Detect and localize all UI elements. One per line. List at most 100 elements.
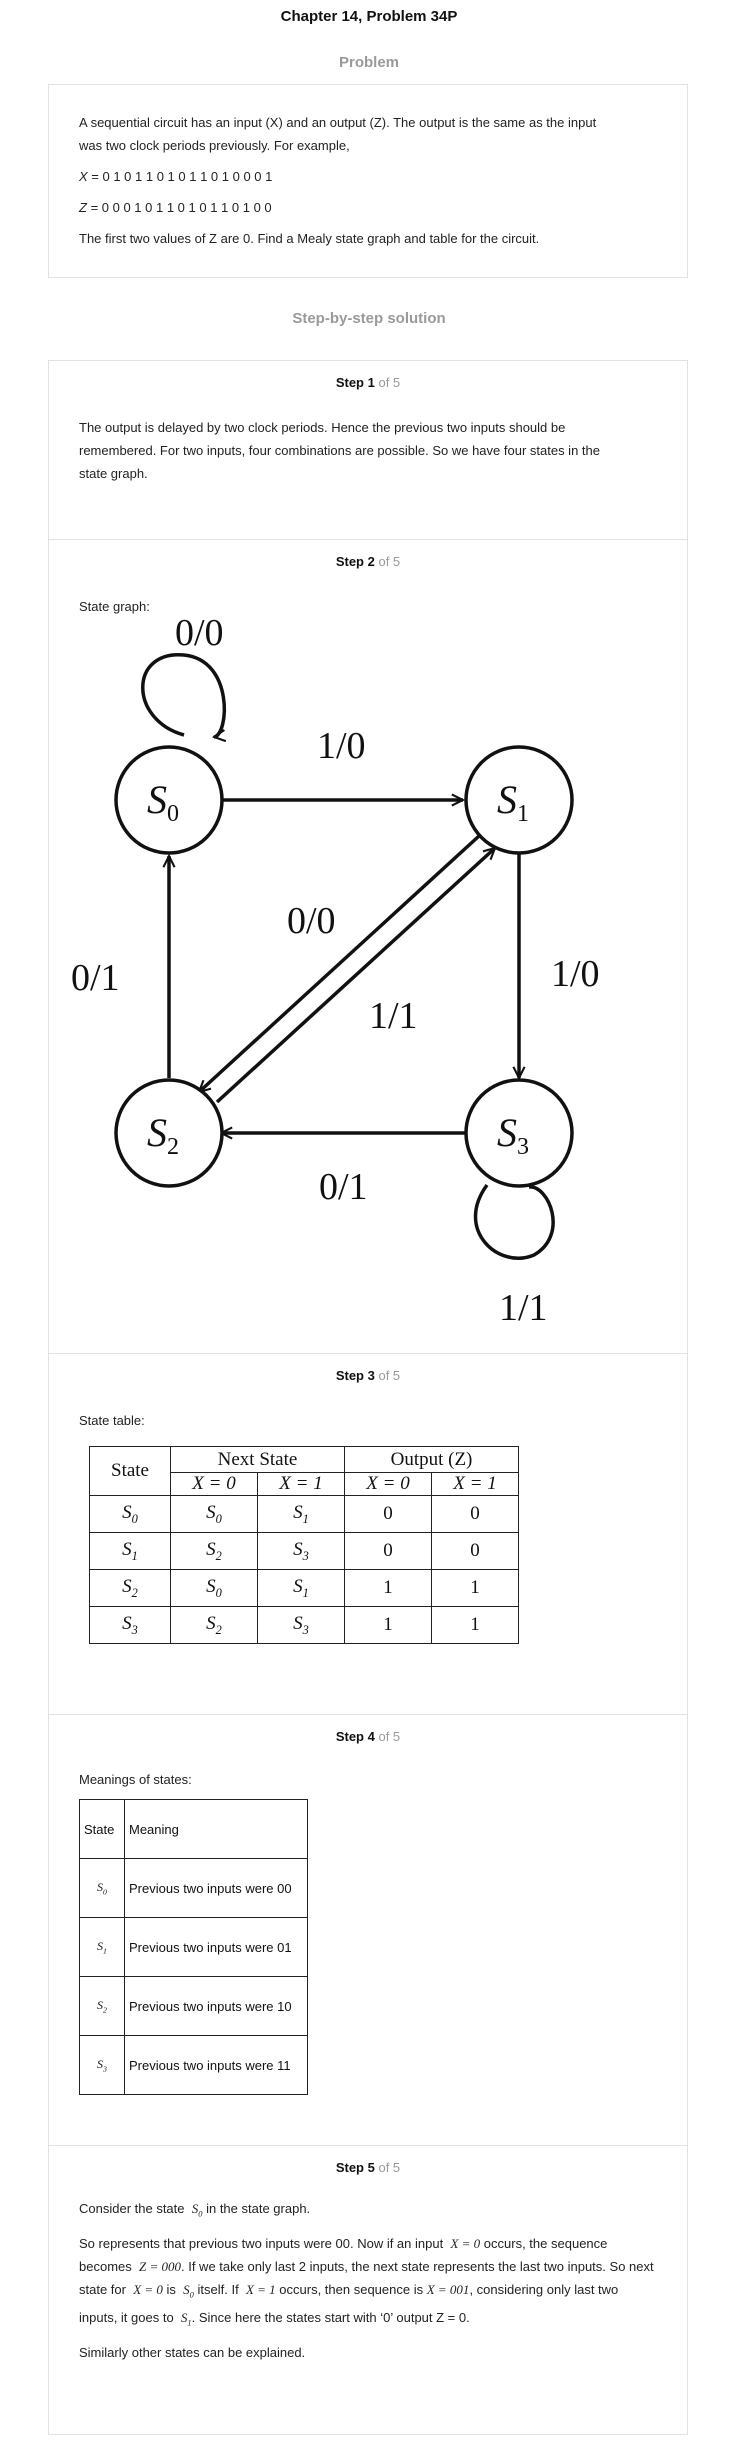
step-2-intro: State graph: [79, 599, 150, 614]
z-sequence-values: = 0 0 0 1 0 1 1 0 1 0 1 1 0 1 0 0 [90, 200, 272, 215]
state-table-sub-out-x1: X = 1 [431, 1472, 519, 1496]
step-3-of: of 5 [378, 1368, 401, 1383]
problem-card: A sequential circuit has an input (X) an… [48, 84, 688, 278]
next-state-x1-cell: S3 [257, 1532, 345, 1570]
step-4-of: of 5 [378, 1729, 401, 1744]
state-cell: S2 [89, 1569, 171, 1607]
step-1-card: Step 1 of 5 The output is delayed by two… [48, 360, 688, 540]
transition-label-s3-s3: 1/1 [499, 1287, 548, 1329]
step-1-line1: The output is delayed by two clock perio… [79, 420, 566, 435]
math-s0: S0 [191, 2201, 203, 2219]
table-row: S0 S0 S1 0 0 [89, 1495, 519, 1533]
table-row: S0 Previous two inputs were 00 [79, 1858, 308, 1918]
state-graph: S0 S1 S2 S3 0/0 1/0 0/0 1/0 0/1 1/1 0/1 … [71, 612, 600, 1329]
next-state-x0-cell: S0 [170, 1569, 258, 1607]
next-state-x1-cell: S3 [257, 1606, 345, 1644]
transition-label-s2-s0: 0/1 [71, 957, 120, 999]
state-table-sub-out-x0: X = 0 [344, 1472, 432, 1496]
edge-s1-s2 [199, 834, 481, 1092]
step-5-para2-b: occurs, the [483, 2235, 548, 2251]
step-5-para2: So represents that previous two inputs w… [79, 2232, 657, 2335]
state-table-col-next: Next State [170, 1446, 345, 1473]
step-5-para2-f: is [166, 2281, 176, 2297]
step-5-para2-j: . Since here the states start with ‘0’ [191, 2310, 393, 2326]
table-row: S2 Previous two inputs were 10 [79, 1976, 308, 2036]
problem-text-line2: was two clock periods previously. For ex… [79, 138, 350, 153]
meanings-col-state: State [79, 1799, 125, 1859]
step-1-line2: remembered. For two inputs, four combina… [79, 443, 600, 458]
table-row: S1 Previous two inputs were 01 [79, 1917, 308, 1977]
state-table-col-output: Output (Z) [344, 1446, 519, 1473]
problem-text-line1: A sequential circuit has an input (X) an… [79, 115, 597, 130]
state-s2 [114, 1078, 224, 1188]
meanings-col-meaning: Meaning [124, 1799, 308, 1859]
problem-heading: Problem [338, 54, 399, 71]
math-s0-b: S0 [183, 2281, 194, 2300]
next-state-x0-cell: S0 [170, 1495, 258, 1533]
table-row: S2 S0 S1 1 1 [89, 1569, 519, 1607]
step-5-para2-e: two inputs. So next state for [79, 2258, 654, 2297]
step-1-label: Step 1 [335, 375, 375, 390]
state-table-sub-next-x0: X = 0 [170, 1472, 258, 1496]
next-state-x1-cell: S1 [257, 1495, 345, 1533]
step-5-para1-post: in the state graph. [206, 2201, 311, 2216]
table-row: S3 S2 S3 1 1 [89, 1606, 519, 1644]
step-5-para2-a: So represents that previous two inputs w… [79, 2235, 444, 2251]
state-cell: S3 [89, 1606, 171, 1644]
transition-label-s1-s3: 1/0 [551, 953, 600, 995]
output-x1-cell: 1 [431, 1606, 519, 1644]
state-s0 [114, 745, 224, 855]
step-2-header: Step 2 of 5 [79, 554, 657, 569]
step-3-label: Step 3 [335, 1368, 375, 1383]
step-5-para3: Similarly other states can be explained. [79, 2344, 306, 2360]
meaning-cell: Previous two inputs were 11 [124, 2035, 308, 2095]
output-x0-cell: 0 [344, 1532, 432, 1570]
meanings-table: State Meaning S0 Previous two inputs wer… [79, 1799, 308, 2095]
state-s3 [464, 1078, 574, 1188]
self-loop-s0 [141, 653, 225, 737]
step-2-of: of 5 [378, 554, 401, 569]
step-4-card: Step 4 of 5 Meanings of states: State Me… [48, 1714, 688, 2146]
meaning-cell: Previous two inputs were 01 [124, 1917, 308, 1977]
step-5-para2-k: output Z = 0. [396, 2310, 470, 2326]
step-1-of: of 5 [378, 375, 401, 390]
output-x1-cell: 0 [431, 1532, 519, 1570]
math-x-eq-001: X = 001 [426, 2281, 470, 2297]
step-5-card: Step 5 of 5 Consider the state S0 in the… [48, 2145, 688, 2435]
math-z-eq-000: Z = 000 [138, 2258, 181, 2274]
step-5-header: Step 5 of 5 [79, 2160, 657, 2175]
state-cell: S1 [89, 1532, 171, 1570]
step-5-para2-g: itself. If [197, 2281, 239, 2297]
step-5-para2-i: , considering only last two inputs, it g… [79, 2281, 619, 2326]
transition-label-s0-s0: 0/0 [175, 612, 224, 654]
meaning-state-cell: S2 [79, 1976, 125, 2036]
step-5-para1-pre: Consider the state [79, 2201, 185, 2216]
next-state-x1-cell: S1 [257, 1569, 345, 1607]
step-4-header: Step 4 of 5 [79, 1729, 657, 1744]
step-1-line3: state graph. [79, 466, 148, 481]
meaning-state-cell: S0 [79, 1858, 125, 1918]
output-x1-cell: 0 [431, 1495, 519, 1533]
step-1-header: Step 1 of 5 [79, 375, 657, 390]
step-5-para2-d: . If we take only last 2 inputs, the nex… [181, 2258, 541, 2274]
step-4-intro: Meanings of states: [79, 1772, 192, 1787]
x-sequence: X = 0 1 0 1 1 0 1 0 1 1 0 1 0 0 0 1 [79, 165, 657, 188]
z-sequence-label: Z [79, 200, 87, 215]
state-s2-label: S2 [147, 1110, 179, 1160]
self-loop-s3 [473, 1183, 555, 1260]
x-sequence-label: X [79, 169, 88, 184]
output-x1-cell: 1 [431, 1569, 519, 1607]
problem-last-line: The first two values of Z are 0. Find a … [79, 231, 540, 246]
meaning-state-cell: S1 [79, 1917, 125, 1977]
output-x0-cell: 1 [344, 1569, 432, 1607]
step-5-para2-h: occurs, then sequence is [279, 2281, 424, 2297]
state-table: State Next State Output (Z) X = 0 X = 1 … [89, 1446, 519, 1644]
math-x-eq-1: X = 1 [245, 2281, 276, 2297]
math-s1: S1 [180, 2310, 192, 2328]
meaning-state-cell: S3 [79, 2035, 125, 2095]
transition-label-s1-s2: 0/0 [287, 900, 336, 942]
page-title: Chapter 14, Problem 34P [280, 8, 458, 25]
solution-heading: Step-by-step solution [292, 310, 446, 327]
step-5-para2-c: sequence becomes [79, 2235, 608, 2274]
transition-label-s3-s2: 0/1 [319, 1166, 368, 1208]
